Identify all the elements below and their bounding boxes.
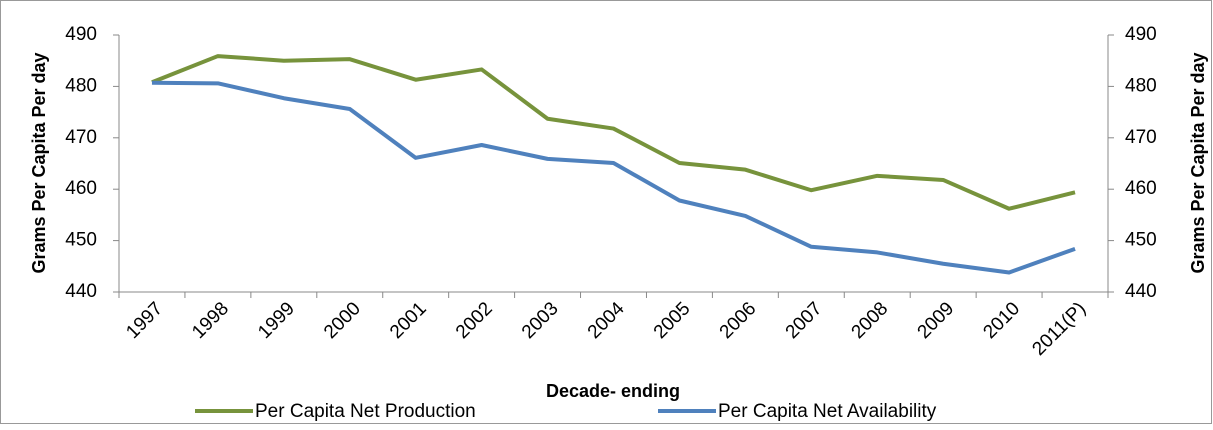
y2-tick-label: 480	[1125, 75, 1157, 96]
y-tick-label: 480	[65, 75, 97, 96]
y2-axis-title: Grams Per Capita Per day	[1188, 52, 1208, 273]
y2-tick-label: 450	[1125, 230, 1157, 251]
y-tick-label: 490	[65, 24, 97, 45]
x-axis-title: Decade- ending	[546, 381, 680, 401]
line-series	[151, 80, 1076, 275]
y-tick-label: 440	[65, 281, 97, 302]
y-tick-label: 450	[65, 230, 97, 251]
y-tick-label: 470	[65, 127, 97, 148]
y2-tick-label: 490	[1125, 24, 1157, 45]
y2-tick-label: 470	[1125, 127, 1157, 148]
line-series	[151, 54, 1076, 211]
legend-label: Per Capita Net Production	[255, 401, 476, 422]
y-axis-title: Grams Per Capita Per day	[29, 52, 49, 273]
y2-tick-label: 460	[1125, 178, 1157, 199]
y2-tick-label: 440	[1125, 281, 1157, 302]
y-tick-label: 460	[65, 178, 97, 199]
legend-label: Per Capita Net Availability	[718, 401, 937, 422]
